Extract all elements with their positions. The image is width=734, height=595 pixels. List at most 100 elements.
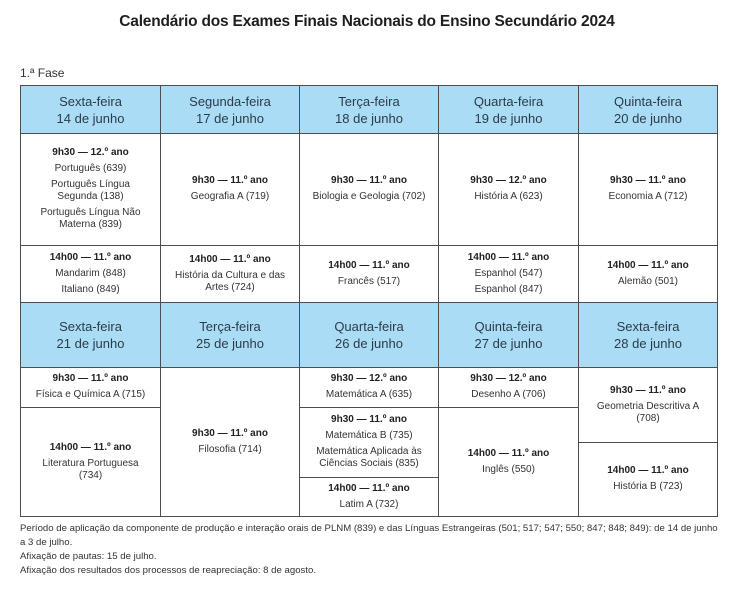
exam-slot: 14h00 — 11.º ano Alemão (501) (578, 245, 718, 303)
slot-time: 14h00 — 11.º ano (467, 251, 550, 263)
weekday: Sexta-feira (59, 93, 122, 109)
slot-time: 9h30 — 12.º ano (330, 373, 408, 384)
slot-time: 14h00 — 11.º ano (328, 482, 410, 494)
header-cell: Quarta-feira 19 de junho (438, 85, 579, 134)
header-cell: Sexta-feira 14 de junho (20, 85, 161, 134)
header-cell: Sexta-feira 28 de junho (578, 302, 718, 368)
slot-time: 9h30 — 12.º ano (52, 147, 129, 158)
exam-slot: 14h00 — 11.º ano Inglês (550) (438, 407, 579, 517)
page-title: Calendário dos Exames Finais Nacionais d… (119, 13, 615, 30)
date: 25 de junho (196, 336, 264, 351)
slot-time: 14h00 — 11.º ano (607, 465, 689, 476)
subject: Matemática Aplicada às Ciências Sociais … (316, 446, 422, 469)
subject: Biologia e Geologia (702) (312, 191, 426, 202)
slot-time: 9h30 — 11.º ano (52, 373, 129, 384)
exam-calendar-table: Sexta-feira 14 de junho Segunda-feira 17… (20, 85, 718, 517)
date: 19 de junho (474, 110, 543, 126)
exam-slot: 9h30 — 11.º ano Geometria Descritiva A (… (578, 367, 718, 443)
exam-slot: 9h30 — 11.º ano Biologia e Geologia (702… (299, 133, 439, 246)
phase-label: 1.ª Fase (20, 66, 65, 80)
header-cell: Segunda-feira 17 de junho (160, 85, 300, 134)
exam-slot: 14h00 — 11.º ano Literatura Portuguesa (… (20, 407, 161, 517)
weekday: Sexta-feira (59, 319, 122, 334)
slot-time: 14h00 — 11.º ano (49, 251, 132, 263)
slot-time: 14h00 — 11.º ano (607, 259, 689, 271)
exam-slot: 9h30 — 11.º ano Economia A (712) (578, 133, 718, 246)
subject: Filosofia (714) (198, 443, 262, 455)
subject: Inglês (550) (482, 463, 535, 475)
weekday: Quinta-feira (614, 93, 682, 109)
note-reapreciacao: Afixação dos resultados dos processos de… (20, 565, 316, 576)
date: 17 de junho (196, 110, 264, 126)
exam-slot: 9h30 — 11.º ano Filosofia (714) (160, 367, 300, 517)
slot-time: 9h30 — 12.º ano (470, 373, 547, 384)
exam-slot: 9h30 — 11.º ano Física e Química A (715) (20, 367, 161, 408)
subject: Latim A (732) (339, 498, 399, 510)
subject: Francês (517) (337, 275, 401, 287)
subject: Economia A (712) (608, 191, 688, 202)
weekday: Sexta-feira (616, 319, 680, 334)
weekday: Quarta-feira (473, 93, 544, 109)
exam-slot: 14h00 — 11.º ano Latim A (732) (299, 477, 439, 517)
header-cell: Quinta-feira 27 de junho (438, 302, 579, 368)
weekday: Terça-feira (199, 319, 261, 334)
note-pautas: Afixação de pautas: 15 de julho. (20, 551, 157, 562)
slot-time: 9h30 — 11.º ano (192, 427, 268, 439)
subject: História A (623) (474, 191, 543, 202)
exam-slot: 9h30 — 11.º ano Matemática B (735) Matem… (299, 407, 439, 478)
slot-time: 14h00 — 11.º ano (189, 253, 271, 265)
date: 20 de junho (614, 110, 682, 126)
subject: Alemão (501) (617, 275, 679, 287)
slot-time: 14h00 — 11.º ano (49, 441, 132, 453)
header-cell: Sexta-feira 21 de junho (20, 302, 161, 368)
note-oral-period: Período de aplicação da componente de pr… (20, 523, 718, 548)
exam-slot: 9h30 — 12.º ano História A (623) (438, 133, 579, 246)
date: 18 de junho (335, 110, 403, 126)
subject: Português (639) (54, 163, 127, 174)
header-cell: Quinta-feira 20 de junho (578, 85, 718, 134)
slot-time: 14h00 — 11.º ano (328, 259, 410, 271)
exam-slot: 9h30 — 12.º ano Português (639) Portuguê… (20, 133, 161, 246)
subject: Matemática A (635) (325, 389, 413, 400)
subject: Literatura Portuguesa (734) (42, 457, 139, 481)
header-cell: Terça-feira 25 de junho (160, 302, 300, 368)
exam-slot: 14h00 — 11.º ano Espanhol (547) Espanhol… (438, 245, 579, 303)
footnotes: Período de aplicação da componente de pr… (20, 522, 720, 578)
exam-slot: 9h30 — 12.º ano Desenho A (706) (438, 367, 579, 408)
date: 27 de junho (474, 336, 543, 351)
slot-time: 9h30 — 11.º ano (331, 414, 407, 425)
slot-time: 9h30 — 12.º ano (470, 175, 547, 186)
date: 26 de junho (335, 336, 403, 351)
header-cell: Quarta-feira 26 de junho (299, 302, 439, 368)
date: 21 de junho (56, 336, 125, 351)
exam-slot: 14h00 — 11.º ano História da Cultura e d… (160, 245, 300, 303)
subject: Física e Química A (715) (35, 389, 146, 400)
slot-time: 9h30 — 11.º ano (192, 175, 268, 186)
subject: Português Língua Segunda (138) (51, 179, 130, 202)
weekday: Quinta-feira (474, 319, 543, 334)
date: 14 de junho (56, 110, 125, 126)
date: 28 de junho (614, 336, 682, 351)
subject: Matemática B (735) (325, 430, 413, 441)
slot-time: 14h00 — 11.º ano (467, 447, 550, 459)
subject: Português Língua Não Materna (839) (40, 207, 141, 230)
subject: Espanhol (547) (474, 267, 543, 279)
slot-time: 9h30 — 11.º ano (610, 384, 686, 396)
weekday: Segunda-feira (189, 93, 271, 109)
exam-slot: 14h00 — 11.º ano História B (723) (578, 442, 718, 517)
subject: Italiano (849) (61, 283, 120, 295)
exam-slot: 9h30 — 11.º ano Geografia A (719) (160, 133, 300, 246)
subject: Espanhol (847) (474, 283, 543, 295)
header-cell: Terça-feira 18 de junho (299, 85, 439, 134)
exam-slot: 9h30 — 12.º ano Matemática A (635) (299, 367, 439, 408)
exam-slot: 14h00 — 11.º ano Francês (517) (299, 245, 439, 303)
subject: História da Cultura e das Artes (724) (174, 269, 286, 293)
slot-time: 9h30 — 11.º ano (610, 175, 686, 186)
subject: Mandarim (848) (55, 267, 126, 279)
exam-slot: 14h00 — 11.º ano Mandarim (848) Italiano… (20, 245, 161, 303)
weekday: Quarta-feira (334, 319, 404, 334)
subject: Geometria Descritiva A (708) (596, 400, 700, 424)
subject: Geografia A (719) (190, 191, 270, 202)
slot-time: 9h30 — 11.º ano (331, 175, 407, 186)
weekday: Terça-feira (338, 93, 400, 109)
